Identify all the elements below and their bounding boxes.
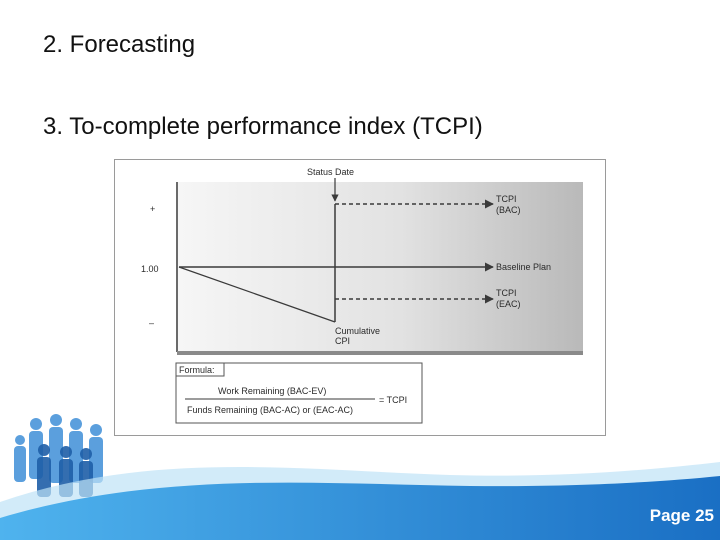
cumulative-cpi-label-2: CPI — [335, 336, 350, 346]
tcpi-bac-label-2: (BAC) — [496, 205, 521, 215]
formula-heading-box — [175, 362, 225, 377]
formula-result: = TCPI — [379, 395, 407, 405]
tcpi-diagram: + 1.00 – Status Date Baseline Plan Cumul… — [114, 159, 606, 436]
bullet-tcpi: 3. To-complete performance index (TCPI) — [43, 113, 483, 140]
baseline-plan-label: Baseline Plan — [496, 262, 551, 272]
status-date-label: Status Date — [307, 167, 354, 177]
formula-denominator: Funds Remaining (BAC-AC) or (EAC-AC) — [187, 405, 353, 415]
tcpi-bac-label-1: TCPI — [496, 194, 517, 204]
formula-numerator: Work Remaining (BAC-EV) — [218, 386, 326, 396]
y-label-plus: + — [150, 204, 155, 214]
cumulative-cpi-line — [178, 266, 336, 323]
tcpi-eac-label-1: TCPI — [496, 288, 517, 298]
formula-heading: Formula: — [179, 365, 215, 375]
footer-wave-graphic — [0, 462, 720, 540]
cumulative-cpi-label-1: Cumulative — [335, 326, 380, 336]
y-label-one: 1.00 — [141, 264, 159, 274]
tcpi-eac-label-2: (EAC) — [496, 299, 521, 309]
y-label-minus: – — [149, 318, 154, 328]
tcpi-diagram-svg: + 1.00 – Status Date Baseline Plan Cumul… — [141, 167, 583, 424]
bullet-forecasting: 2. Forecasting — [43, 31, 196, 58]
page-number: Page 25 — [649, 506, 714, 525]
